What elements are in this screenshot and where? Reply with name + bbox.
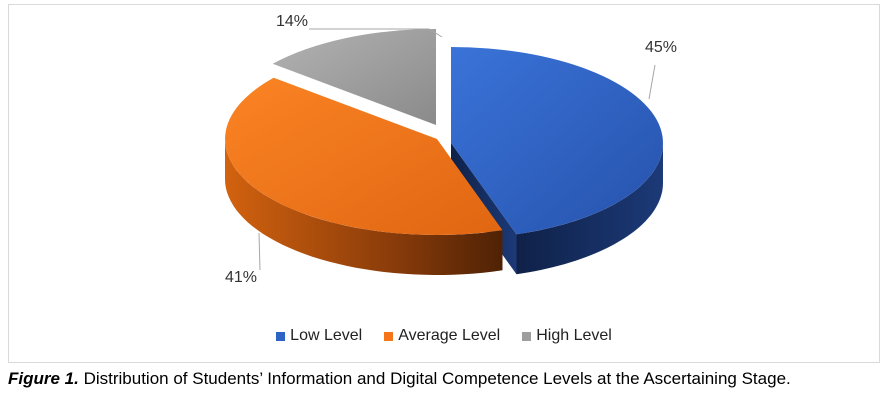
leader-line-high-level [309, 28, 443, 38]
pie-side-average-level [225, 139, 503, 275]
caption-text: Distribution of Students’ Information an… [78, 369, 791, 388]
legend-label-average-level: Average Level [398, 327, 501, 344]
leader-line-average-level [258, 232, 261, 271]
legend-item-high-level: High Level [522, 327, 612, 345]
legend-label-low-level: Low Level [290, 327, 363, 344]
chart-legend: Low Level Average Level High Level [9, 327, 879, 345]
chart-frame: 45% 41% 14% Low Level Average Level High L… [8, 4, 880, 363]
caption-label: Figure 1. [8, 369, 79, 388]
pie-side-low-level [516, 143, 663, 275]
legend-swatch-low-level [276, 331, 286, 341]
data-label-average-level: 41% [225, 269, 257, 286]
figure-caption: Figure 1. Distribution of Students’ Info… [8, 368, 884, 389]
legend-swatch-high-level [522, 331, 532, 341]
pie-slice-high-level [272, 29, 436, 125]
pie-chart: 45% 41% 14% [225, 13, 677, 286]
data-label-high-level: 14% [276, 13, 308, 30]
legend-item-average-level: Average Level [384, 327, 500, 345]
legend-item-low-level: Low Level [276, 327, 362, 345]
data-label-low-level: 45% [645, 39, 677, 56]
pie-slice-average-level [225, 77, 503, 235]
legend-swatch-average-level [384, 331, 394, 341]
pie-slice-low-level [451, 47, 663, 235]
leader-line-low-level [648, 64, 656, 100]
legend-label-high-level: High Level [536, 327, 612, 344]
